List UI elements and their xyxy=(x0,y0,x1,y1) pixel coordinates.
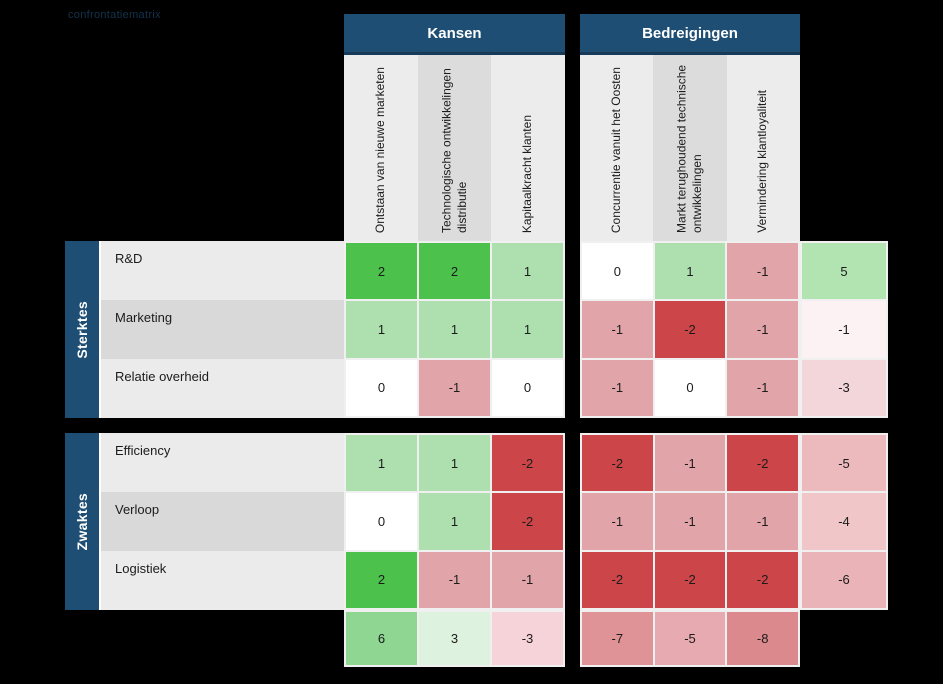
matrix-cell: -1 xyxy=(727,359,798,416)
matrix-cell: -1 xyxy=(419,551,490,608)
matrix-cell: 2 xyxy=(346,551,417,608)
matrix-cell: -1 xyxy=(654,435,726,492)
column-totals-bedreigingen: -7 -5 -8 xyxy=(580,610,800,667)
row-group-header-zwaktes: Zwaktes xyxy=(65,433,101,610)
cell-grid-sterktes-bedreigingen: 0 1 -1 -1 -2 -1 -1 0 -1 xyxy=(580,241,800,418)
matrix-cell: 0 xyxy=(492,359,563,416)
matrix-cell: -2 xyxy=(727,551,798,608)
matrix-cell: -1 xyxy=(582,493,653,550)
row-label: Verloop xyxy=(101,492,344,551)
column-header-label: Ontstaan van nieuwe marketen xyxy=(373,66,388,233)
row-group-header-sterktes: Sterktes xyxy=(65,241,101,418)
row-total-cell: -5 xyxy=(802,435,886,492)
column-total-cell: -7 xyxy=(582,612,653,665)
column-header: Kapitaalkracht klanten xyxy=(491,55,566,241)
matrix-cell: 0 xyxy=(346,359,417,416)
column-group-header-kansen: Kansen xyxy=(344,14,565,55)
row-label: Relatie overheid xyxy=(101,359,344,418)
matrix-cell: 1 xyxy=(419,435,490,492)
row-totals-zwaktes: -5 -4 -6 xyxy=(800,433,888,610)
column-header: Concurrentie vanuit het Oosten xyxy=(580,55,654,241)
column-total-cell: -3 xyxy=(492,612,563,665)
row-total-cell: -3 xyxy=(802,359,886,416)
matrix-cell: -2 xyxy=(582,551,653,608)
matrix-cell: -2 xyxy=(654,551,726,608)
matrix-cell: -2 xyxy=(727,435,798,492)
matrix-cell: -2 xyxy=(492,435,563,492)
matrix-cell: -1 xyxy=(727,301,798,358)
row-group-label: Sterktes xyxy=(74,300,90,359)
column-total-cell: 6 xyxy=(346,612,417,665)
column-header-label: Markt terughoudend technische ontwikkeli… xyxy=(674,64,704,233)
column-header-label: Technologische ontwikkelingen distributi… xyxy=(438,68,469,233)
matrix-cell: -1 xyxy=(419,359,490,416)
column-header-label: Vermindering klantloyaliteit xyxy=(755,90,770,233)
row-label: Marketing xyxy=(101,300,344,359)
matrix-cell: -1 xyxy=(582,359,653,416)
watermark-text: confrontatiematrix xyxy=(68,9,161,21)
column-headers-bedreigingen: Concurrentie vanuit het Oosten Markt teru… xyxy=(580,55,800,241)
row-label: Logistiek xyxy=(101,551,344,610)
column-header: Ontstaan van nieuwe marketen xyxy=(344,55,418,241)
matrix-cell: 1 xyxy=(419,301,490,358)
cell-grid-zwaktes-bedreigingen: -2 -1 -2 -1 -1 -1 -2 -2 -2 xyxy=(580,433,800,610)
row-labels: R&D Marketing Relatie overheid xyxy=(101,241,344,418)
matrix-cell: 0 xyxy=(582,243,653,300)
matrix-cell: 2 xyxy=(346,243,417,300)
column-headers-kansen: Ontstaan van nieuwe marketen Technologisc… xyxy=(344,55,566,241)
matrix-cell: -1 xyxy=(727,493,798,550)
column-group-label: Kansen xyxy=(427,24,482,42)
column-totals-kansen: 6 3 -3 xyxy=(344,610,565,667)
column-total-cell: -5 xyxy=(654,612,726,665)
row-block-zwaktes: Zwaktes Efficiency Verloop Logistiek 1 1 -2 0… xyxy=(65,433,888,610)
cell-grid-zwaktes-kansen: 1 1 -2 0 1 -2 2 -1 -1 xyxy=(344,433,565,610)
matrix-cell: -2 xyxy=(582,435,653,492)
row-total-cell: -6 xyxy=(802,551,886,608)
column-group-header-bedreigingen: Bedreigingen xyxy=(580,14,800,55)
cell-grid-sterktes-kansen: 2 2 1 1 1 1 0 -1 0 xyxy=(344,241,565,418)
matrix-cell: -1 xyxy=(582,301,653,358)
row-group-label: Zwaktes xyxy=(74,492,90,551)
matrix-cell: -2 xyxy=(654,301,726,358)
column-total-cell: -8 xyxy=(727,612,798,665)
matrix-cell: 1 xyxy=(419,493,490,550)
matrix-cell: -1 xyxy=(727,243,798,300)
column-header-label: Concurrentie vanuit het Oosten xyxy=(608,66,623,233)
matrix-cell: 0 xyxy=(654,359,726,416)
row-label: R&D xyxy=(101,241,344,300)
row-label: Efficiency xyxy=(101,433,344,492)
matrix-cell: -1 xyxy=(492,551,563,608)
row-total-cell: 5 xyxy=(802,243,886,300)
row-totals-sterktes: 5 -1 -3 xyxy=(800,241,888,418)
column-header-label: Kapitaalkracht klanten xyxy=(520,114,535,233)
row-total-cell: -1 xyxy=(802,301,886,358)
matrix-cell: 1 xyxy=(654,243,726,300)
matrix-cell: -1 xyxy=(654,493,726,550)
matrix-cell: 2 xyxy=(419,243,490,300)
matrix-cell: 1 xyxy=(492,301,563,358)
matrix-cell: 0 xyxy=(346,493,417,550)
matrix-cell: 1 xyxy=(346,301,417,358)
matrix-cell: -2 xyxy=(492,493,563,550)
column-header: Vermindering klantloyaliteit xyxy=(726,55,800,241)
column-header: Technologische ontwikkelingen distributi… xyxy=(417,55,492,241)
row-labels: Efficiency Verloop Logistiek xyxy=(101,433,344,610)
column-group-label: Bedreigingen xyxy=(642,24,738,42)
column-total-cell: 3 xyxy=(419,612,490,665)
row-total-cell: -4 xyxy=(802,493,886,550)
matrix-cell: 1 xyxy=(492,243,563,300)
matrix-cell: 1 xyxy=(346,435,417,492)
column-header: Markt terughoudend technische ontwikkeli… xyxy=(653,55,727,241)
